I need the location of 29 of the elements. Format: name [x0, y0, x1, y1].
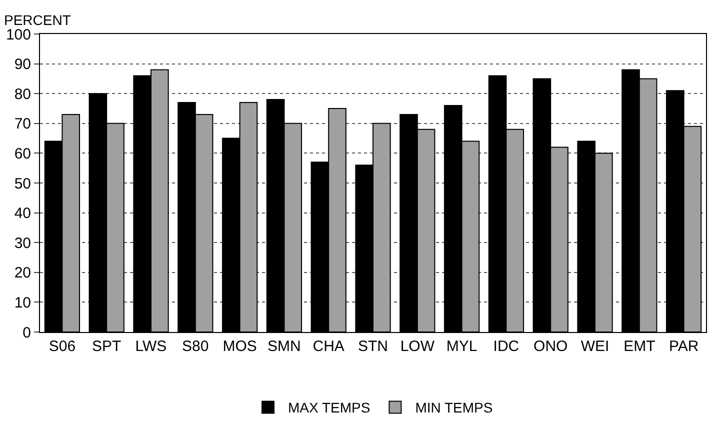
y-tick-label: 100 — [6, 26, 31, 44]
x-tick-label: STN — [358, 338, 388, 355]
x-tick-label: ONO — [534, 338, 568, 355]
x-tick-label: MOS — [222, 338, 257, 355]
legend-label: MIN TEMPS — [415, 400, 493, 416]
x-tick-label: IDC — [493, 338, 520, 355]
y-tick-label: 80 — [14, 86, 31, 103]
y-tick-label: 10 — [14, 294, 31, 312]
x-tick-label: WEI — [580, 338, 610, 355]
y-tick-label: 90 — [14, 56, 31, 74]
x-tick-label: LOW — [400, 338, 436, 355]
y-tick-label: 50 — [14, 175, 31, 192]
y-tick-label: 70 — [14, 116, 31, 133]
x-tick-label: S80 — [182, 338, 209, 355]
y-tick-label: 40 — [14, 205, 31, 222]
x-tick-label: SPT — [92, 338, 122, 355]
y-tick-label: 20 — [14, 264, 31, 282]
y-tick-label: 60 — [14, 145, 31, 162]
x-tick-label: PAR — [668, 338, 699, 355]
x-tick-label: LWS — [135, 338, 167, 355]
y-tick-label: 30 — [14, 234, 31, 252]
x-tick-label: SMN — [268, 338, 301, 355]
x-tick-label: MYL — [446, 338, 478, 355]
x-tick-label: CHA — [312, 338, 344, 355]
y-axis-title: PERCENT — [4, 12, 72, 28]
x-tick-label: S06 — [48, 338, 76, 355]
y-tick-label: 0 — [22, 324, 31, 342]
legend-label: MAX TEMPS — [288, 400, 370, 416]
x-tick-label: EMT — [624, 338, 656, 355]
